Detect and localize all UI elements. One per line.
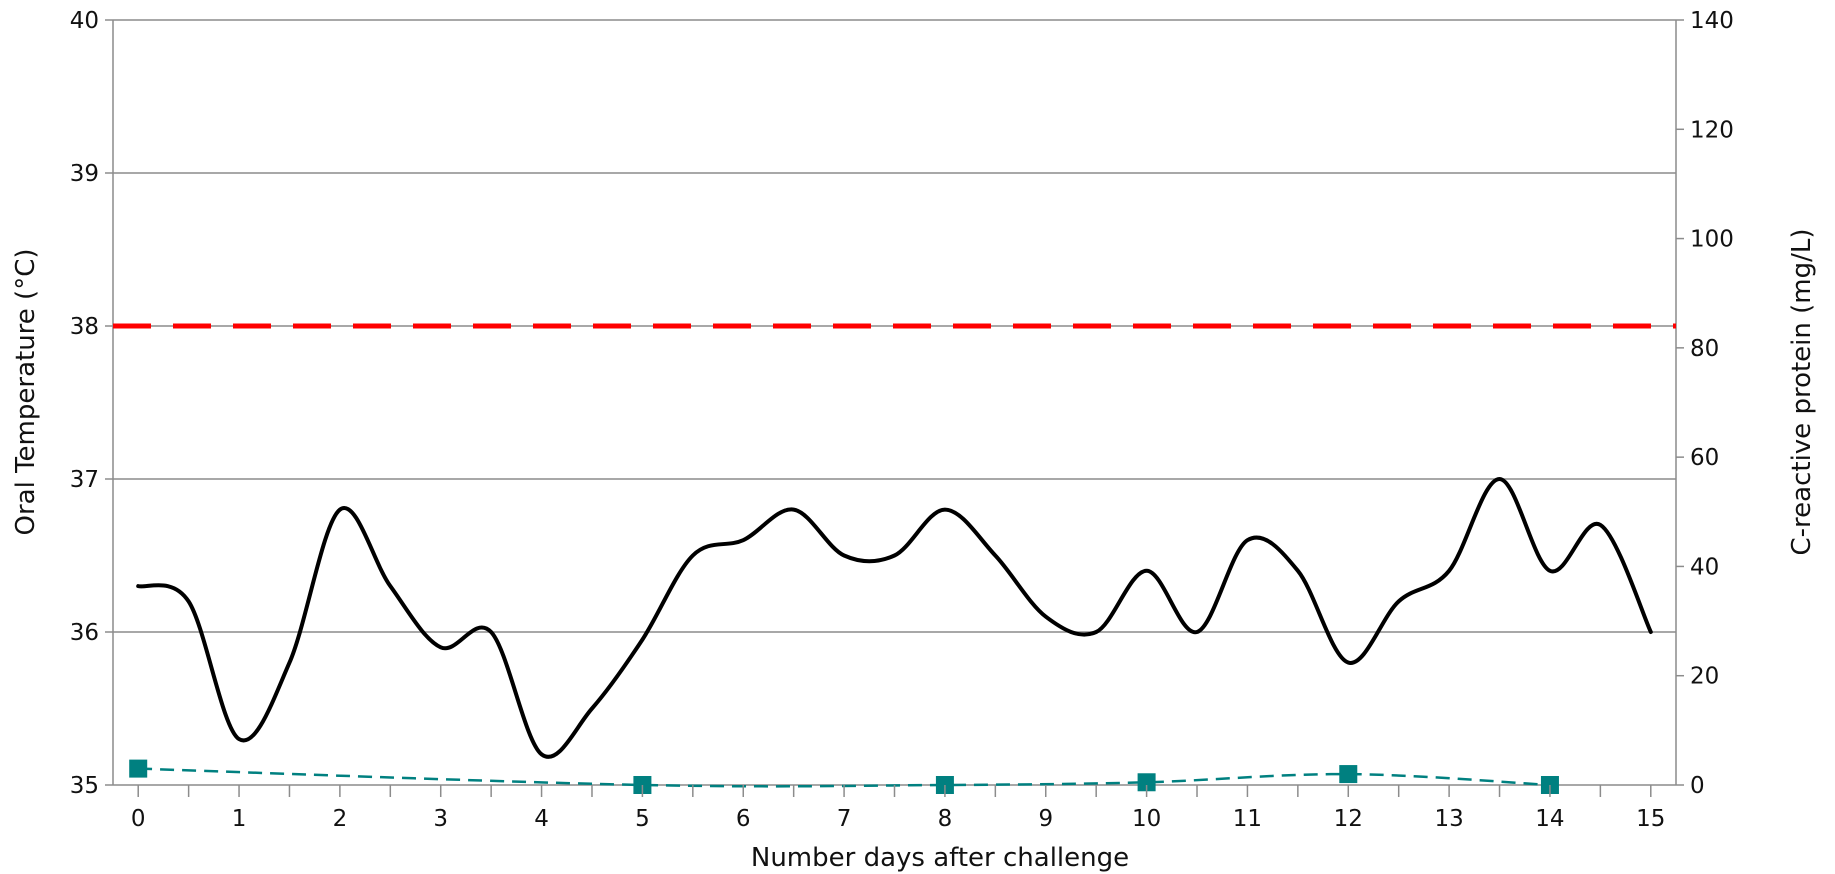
x-tick-label: 3 <box>433 806 448 832</box>
right-y-tick-label: 60 <box>1690 445 1719 471</box>
x-tick-label: 2 <box>333 806 348 832</box>
left-y-tick-label: 39 <box>70 161 99 187</box>
right-y-axis-ticks: 0 20 40 60 80 100 120 140 <box>1676 8 1734 799</box>
x-tick-label: 9 <box>1038 806 1053 832</box>
right-y-tick-label: 0 <box>1690 773 1705 799</box>
left-y-axis-title: Oral Temperature (°C) <box>11 249 41 536</box>
series-layer <box>129 477 1653 794</box>
x-tick-label: 0 <box>131 806 146 832</box>
x-tick-label: 5 <box>635 806 650 832</box>
x-tick-label: 7 <box>837 806 852 832</box>
left-y-tick-label: 35 <box>70 773 99 799</box>
x-tick-label: 13 <box>1434 806 1463 832</box>
x-axis-title: Number days after challenge <box>751 843 1129 873</box>
crp-series-line <box>138 767 1551 788</box>
x-tick-label: 12 <box>1334 806 1363 832</box>
x-tick-label: 14 <box>1535 806 1564 832</box>
x-tick-label: 6 <box>736 806 751 832</box>
x-tick-label: 11 <box>1233 806 1262 832</box>
x-tick-label: 15 <box>1636 806 1665 832</box>
left-y-tick-label: 38 <box>70 314 99 340</box>
right-y-tick-label: 140 <box>1690 8 1734 34</box>
right-y-tick-label: 40 <box>1690 554 1719 580</box>
crp-marker <box>1339 765 1358 784</box>
left-y-tick-label: 40 <box>70 8 99 34</box>
x-axis-ticks: 0 1 2 3 4 5 6 7 8 9 10 11 12 13 14 15 <box>131 785 1665 832</box>
x-tick-label: 10 <box>1132 806 1161 832</box>
right-y-tick-label: 120 <box>1690 117 1734 143</box>
left-y-tick-label: 37 <box>70 467 99 493</box>
x-tick-label: 4 <box>534 806 549 832</box>
crp-marker <box>129 759 148 778</box>
right-y-tick-label: 100 <box>1690 227 1734 253</box>
x-tick-label: 8 <box>938 806 953 832</box>
right-y-tick-label: 80 <box>1690 336 1719 362</box>
x-tick-label: 1 <box>232 806 247 832</box>
left-y-axis-ticks: 35 36 37 38 39 40 <box>70 8 113 799</box>
temperature-series-line <box>136 477 1653 759</box>
right-y-axis-title: C-reactive protein (mg/L) <box>1787 229 1817 556</box>
plot-frame <box>112 20 1677 786</box>
crp-marker <box>1137 773 1156 792</box>
left-y-tick-label: 36 <box>70 620 99 646</box>
right-y-tick-label: 20 <box>1690 664 1719 690</box>
